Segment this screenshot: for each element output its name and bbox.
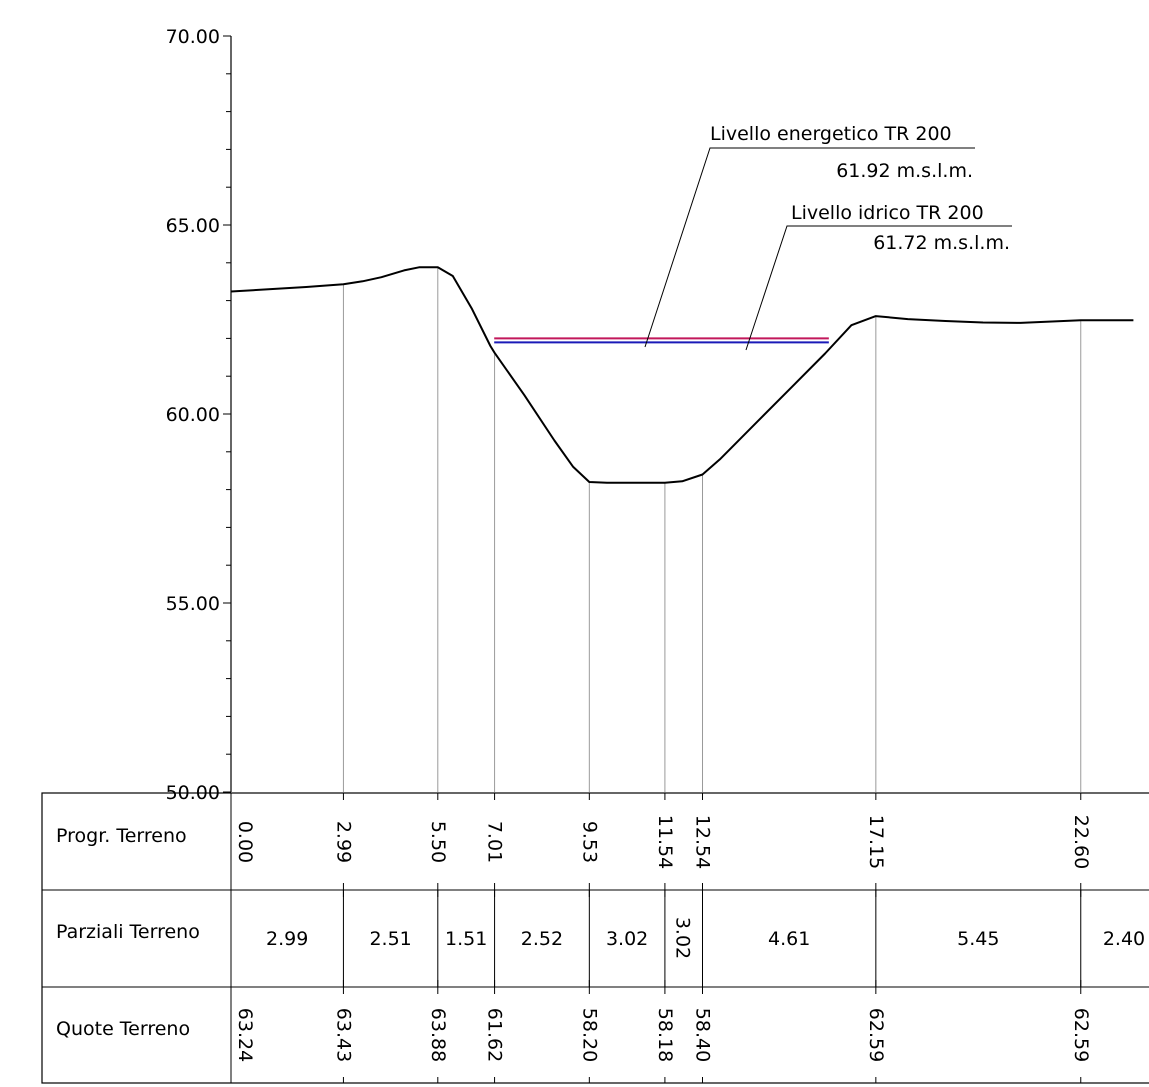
parziali-value: 2.40: [1103, 928, 1145, 950]
water-level-value: 61.72 m.s.l.m.: [873, 232, 1010, 254]
table-cells: 0.00 2.99 5.50 7.01 9.53 11.54 12.54 17.15 22.60…: [234, 793, 1145, 1083]
data-table: Progr. Terreno Parziali Terreno Quote Te…: [41, 792, 1149, 1084]
parziali-value: 4.61: [768, 928, 810, 950]
progr-value: 5.50: [427, 821, 449, 863]
quote-value: 62.59: [865, 1008, 887, 1062]
progr-value: 22.60: [1070, 815, 1092, 869]
progr-value: 12.54: [692, 815, 714, 869]
elevation-tick-label: 55.00: [166, 593, 220, 615]
quote-value: 61.62: [484, 1008, 506, 1062]
parziali-value: 2.52: [521, 928, 563, 950]
parziali-value: 1.51: [445, 928, 487, 950]
quote-value: 58.20: [578, 1008, 600, 1062]
energy-level-annotation: Livello energetico TR 200 61.92 m.s.l.m.: [644, 123, 975, 348]
quote-value: 63.88: [427, 1008, 449, 1062]
progr-value: 7.01: [484, 821, 506, 863]
parziali-value: 3.02: [606, 928, 648, 950]
energy-level-value: 61.92 m.s.l.m.: [836, 160, 973, 182]
elevation-tick-label: 65.00: [166, 215, 220, 237]
ground-profile-line: [230, 266, 1134, 484]
elevation-tick-label: 70.00: [166, 26, 220, 48]
energy-level-label: Livello energetico TR 200: [710, 123, 952, 145]
row-label-quote: Quote Terreno: [56, 1018, 190, 1040]
water-level-label: Livello idrico TR 200: [791, 202, 984, 224]
quote-value: 63.43: [332, 1008, 354, 1062]
water-levels: [494, 337, 829, 344]
parziali-value: 3.02: [672, 917, 694, 959]
quote-value: 58.18: [654, 1008, 676, 1062]
elevation-tick-label: 60.00: [166, 404, 220, 426]
energy-level-leader: [644, 147, 975, 348]
progr-value: 9.53: [578, 821, 600, 863]
progr-value: 11.54: [654, 815, 676, 869]
progr-value: 17.15: [865, 815, 887, 869]
quote-value: 62.59: [1070, 1008, 1092, 1062]
row-label-progr: Progr. Terreno: [56, 825, 187, 847]
parziali-value: 5.45: [957, 928, 999, 950]
station-lines: [342, 267, 1082, 792]
water-level-annotation: Livello idrico TR 200 61.72 m.s.l.m.: [745, 202, 1012, 351]
progr-value: 0.00: [234, 821, 256, 863]
quote-value: 63.24: [234, 1008, 256, 1062]
parziali-value: 2.99: [266, 928, 308, 950]
table-frame: [41, 792, 1149, 1084]
quote-value: 58.40: [692, 1008, 714, 1062]
progr-value: 2.99: [332, 821, 354, 863]
water-level-leader: [745, 225, 1012, 351]
parziali-value: 2.51: [369, 928, 411, 950]
row-label-parziali: Parziali Terreno: [56, 921, 200, 943]
